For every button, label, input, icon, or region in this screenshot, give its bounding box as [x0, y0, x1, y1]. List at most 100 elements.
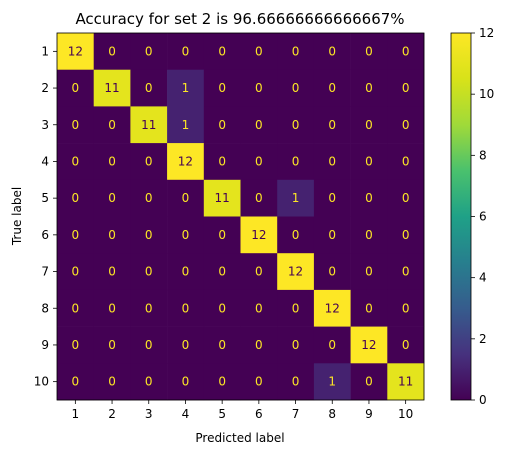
cell-value-label: 0	[72, 191, 80, 205]
heatmap-cell	[313, 326, 351, 364]
heatmap-cell	[387, 363, 425, 401]
cell-value-label: 0	[292, 375, 300, 389]
heatmap-cell	[130, 216, 168, 254]
heatmap-cell	[240, 216, 278, 254]
cell-value-label: 0	[292, 228, 300, 242]
cell-value-label: 0	[365, 44, 373, 58]
cell-value-label: 0	[182, 375, 190, 389]
cell-value-label: 0	[108, 375, 116, 389]
cell-value-label: 0	[108, 265, 116, 279]
cell-value-label: 0	[218, 301, 226, 315]
heatmap-cell	[350, 69, 388, 107]
cell-value-label: 0	[108, 191, 116, 205]
heatmap-cell	[203, 216, 241, 254]
cell-value-label: 0	[72, 118, 80, 132]
y-tick-label: 3	[41, 118, 49, 132]
heatmap-cell	[130, 179, 168, 217]
heatmap-cell	[93, 106, 131, 144]
x-tick-labels: 1 2 3 4 5 6 7 8 9 10	[72, 400, 413, 421]
cell-value-label: 11	[104, 81, 119, 95]
heatmap-cell	[240, 253, 278, 291]
y-tick-label: 4	[41, 154, 49, 168]
cell-value-label: 11	[398, 375, 413, 389]
cell-value-label: 0	[402, 118, 410, 132]
x-tick-label: 7	[292, 407, 300, 421]
x-tick-label: 6	[255, 407, 263, 421]
cell-value-label: 0	[328, 81, 336, 95]
heatmap-cell	[313, 253, 351, 291]
cell-value-label: 0	[255, 265, 263, 279]
heatmap-cell	[240, 326, 278, 364]
cell-value-label: 0	[255, 44, 263, 58]
cell-value-label: 0	[218, 375, 226, 389]
cell-value-label: 1	[292, 191, 300, 205]
heatmap-cell	[203, 326, 241, 364]
heatmap-cell	[130, 253, 168, 291]
x-tick-label: 10	[398, 407, 413, 421]
cell-value-label: 0	[328, 191, 336, 205]
x-tick-label: 4	[182, 407, 190, 421]
cell-value-label: 0	[255, 81, 263, 95]
cell-value-label: 0	[108, 228, 116, 242]
x-tick-label: 3	[145, 407, 153, 421]
cell-value-label: 0	[145, 154, 153, 168]
heatmap-cell	[167, 143, 205, 181]
cell-value-label: 0	[218, 338, 226, 352]
heatmap-cell	[93, 179, 131, 217]
heatmap-cell	[57, 253, 94, 291]
y-tick-label: 2	[41, 81, 49, 95]
heatmap-cell	[203, 33, 241, 70]
heatmap-cell	[240, 179, 278, 217]
cell-value-label: 12	[361, 338, 376, 352]
cell-value-label: 0	[108, 338, 116, 352]
heatmap-cell	[350, 289, 388, 327]
cell-value-label: 0	[255, 338, 263, 352]
cell-value-label: 0	[108, 44, 116, 58]
cell-value-label: 0	[145, 81, 153, 95]
heatmap-cell	[277, 216, 315, 254]
cell-value-label: 0	[218, 228, 226, 242]
cell-value-label: 1	[182, 118, 190, 132]
heatmap-cell	[313, 289, 351, 327]
cell-value-label: 0	[218, 44, 226, 58]
heatmap-cell	[93, 289, 131, 327]
colorbar-tick-label: 8	[479, 148, 487, 162]
cell-value-label: 0	[402, 154, 410, 168]
heatmap-cell	[130, 143, 168, 181]
cell-value-label: 0	[328, 44, 336, 58]
cell-value-label: 0	[292, 81, 300, 95]
cell-value-label: 0	[72, 154, 80, 168]
heatmap-cell	[240, 143, 278, 181]
cell-value-label: 0	[365, 375, 373, 389]
cell-value-label: 0	[72, 265, 80, 279]
heatmap-cell	[203, 253, 241, 291]
heatmap-cell	[350, 33, 388, 70]
heatmap-cell	[277, 363, 315, 401]
heatmap-cell	[313, 106, 351, 144]
heatmap-cell	[57, 33, 94, 70]
cell-value-label: 0	[402, 338, 410, 352]
heatmap-cell	[350, 363, 388, 401]
heatmap-cell	[167, 106, 205, 144]
heatmap-cell	[57, 289, 94, 327]
cell-value-label: 0	[218, 265, 226, 279]
cell-value-label: 0	[108, 154, 116, 168]
heatmap-cell	[350, 216, 388, 254]
heatmap-cell	[240, 363, 278, 401]
heatmap-cell	[387, 216, 425, 254]
heatmap-cell	[387, 289, 425, 327]
heatmap-cell	[350, 106, 388, 144]
colorbar-tick-label: 12	[479, 26, 494, 40]
cell-value-label: 0	[365, 265, 373, 279]
heatmap-cell	[203, 179, 241, 217]
cell-value-label: 0	[145, 375, 153, 389]
x-tick-label: 1	[72, 407, 80, 421]
heatmap-cell	[130, 69, 168, 107]
heatmap-cell	[387, 253, 425, 291]
heatmap-cell	[350, 326, 388, 364]
heatmap-cell	[203, 363, 241, 401]
cell-value-label: 0	[402, 81, 410, 95]
cell-value-label: 0	[108, 118, 116, 132]
heatmap-cell	[240, 106, 278, 144]
